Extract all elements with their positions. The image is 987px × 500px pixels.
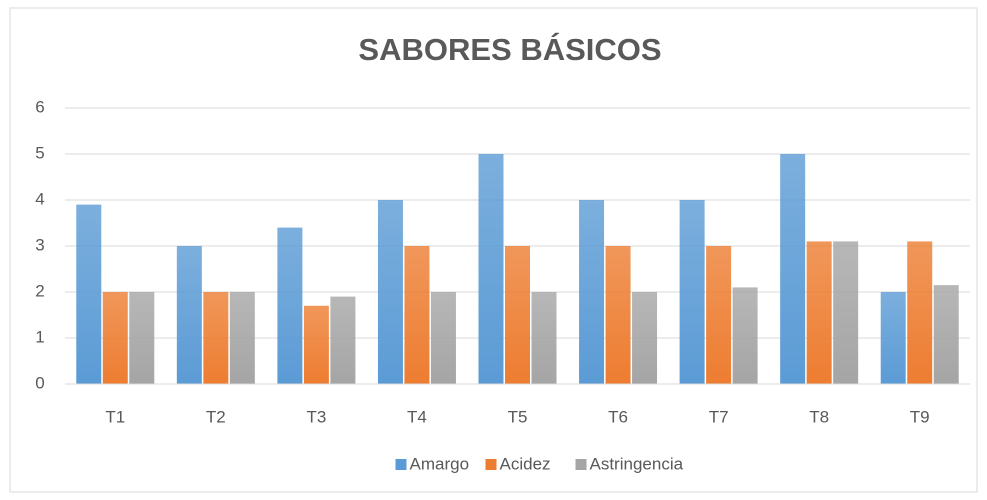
x-tick-label: T1 [105,407,125,426]
bar [76,204,102,384]
x-tick-label: T9 [910,407,930,426]
bar [303,305,329,384]
bar [605,246,631,384]
bar [531,292,557,384]
legend-label: Acidez [500,454,551,473]
chart-title: SABORES BÁSICOS [358,32,661,67]
x-tick-label: T4 [407,407,427,426]
bar [176,246,202,384]
legend-label: Amargo [410,454,470,473]
bar [478,154,504,384]
bar [377,200,403,384]
y-tick-label: 3 [35,235,44,254]
x-tick-label: T3 [306,407,326,426]
bar [907,241,933,384]
x-tick-label: T7 [709,407,729,426]
y-tick-label: 5 [35,143,44,162]
bar [706,246,732,384]
legend-swatch [395,459,407,470]
legend-label: Astringencia [590,454,684,473]
y-tick-label: 0 [35,373,44,392]
bar [679,200,705,384]
y-tick-label: 2 [35,281,44,300]
bar [806,241,832,384]
bar [430,292,456,384]
x-tick-label: T6 [608,407,628,426]
bar [330,296,356,384]
bar [833,241,859,384]
bar [780,154,806,384]
y-tick-label: 4 [35,189,44,208]
bar [102,292,128,384]
bar [579,200,605,384]
x-tick-label: T5 [508,407,528,426]
bar [505,246,530,384]
bar [203,292,229,384]
bar [229,292,255,384]
legend-swatch [485,459,497,470]
bar [277,227,303,384]
bar [129,292,155,384]
bar [880,292,906,384]
legend-swatch [575,459,587,470]
bar [933,285,959,384]
bar [732,287,758,384]
x-tick-label: T8 [809,407,829,426]
y-tick-label: 1 [35,327,44,346]
y-tick-label: 6 [35,97,44,116]
x-tick-label: T2 [206,407,226,426]
bar [632,292,658,384]
bar [404,246,430,384]
